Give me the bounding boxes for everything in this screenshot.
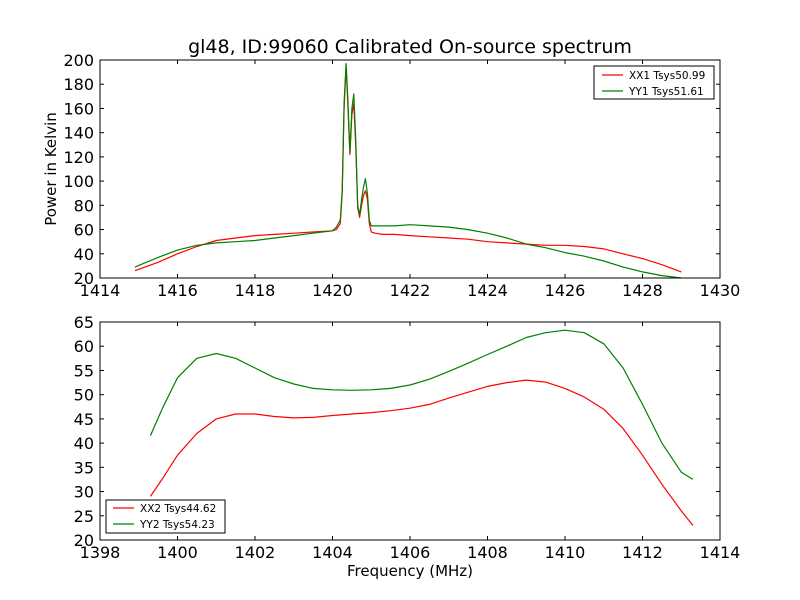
chart-top-title: gl48, ID:99060 Calibrated On-source spec… (188, 36, 632, 58)
bottom-y-tick-label: 40 (74, 434, 94, 453)
bottom-x-tick-label: 1410 (545, 543, 586, 562)
bottom-x-tick-label: 1406 (390, 543, 431, 562)
bottom-y-tick-label: 45 (74, 410, 94, 429)
top-y-tick-label: 200 (63, 51, 94, 70)
top-x-tick-label: 1426 (545, 281, 586, 300)
top-y-tick-label: 160 (63, 99, 94, 118)
bottom-y-tick-label: 25 (74, 507, 94, 526)
legend-label-xx1: XX1 Tsys50.99 (629, 70, 705, 82)
bottom-y-tick-label: 65 (74, 313, 94, 332)
top-x-tick-label: 1428 (622, 281, 663, 300)
legend-box (593, 65, 715, 100)
top-y-tick-label: 20 (74, 269, 94, 288)
top-x-tick-label: 1416 (157, 281, 198, 300)
top-y-tick-label: 40 (74, 245, 94, 264)
bottom-series-line-2 (149, 329, 694, 480)
chart-bottom-xlabel: Frequency (MHz) (347, 562, 473, 580)
top-x-tick-label: 1430 (700, 281, 741, 300)
chart-top: gl48, ID:99060 Calibrated On-source spec… (42, 36, 740, 300)
bottom-y-tick-label: 30 (74, 483, 94, 502)
top-series-line-2 (134, 62, 682, 279)
legend-box (105, 499, 226, 534)
bottom-x-tick-label: 1408 (467, 543, 508, 562)
bottom-x-tick-label: 1412 (622, 543, 663, 562)
legend-label-yy2: YY2 Tsys54.23 (139, 519, 215, 531)
top-series-line-1 (134, 65, 682, 273)
legend-label-yy1: YY1 Tsys51.61 (628, 86, 704, 98)
chart-top-legend: XX1 Tsys50.99 YY1 Tsys51.61 (593, 65, 715, 100)
top-y-tick-label: 60 (74, 221, 94, 240)
top-y-tick-label: 140 (63, 124, 94, 143)
bottom-x-tick-label: 1400 (157, 543, 198, 562)
chart-top-plot-area: 1414 1416 1418 1420 1422 1424 1426 1428 1430 20 40… (63, 51, 740, 300)
top-y-tick-label: 100 (63, 172, 94, 191)
bottom-y-tick-label: 50 (74, 386, 94, 405)
bottom-y-tick-label: 60 (74, 337, 94, 356)
bottom-x-tick-label: 1414 (700, 543, 741, 562)
bottom-x-tick-label: 1398 (80, 543, 121, 562)
top-y-tick-label: 120 (63, 148, 94, 167)
top-y-tick-label: 80 (74, 196, 94, 215)
top-x-tick-label: 1424 (467, 281, 508, 300)
bottom-y-tick-label: 55 (74, 361, 94, 380)
chart-bottom-plot-area: 1398 1400 1402 1404 1406 1408 1410 1412 1414 20 25… (74, 313, 741, 562)
bottom-y-tick-label: 20 (74, 531, 94, 550)
top-x-tick-label: 1420 (312, 281, 353, 300)
bottom-x-tick-label: 1402 (235, 543, 276, 562)
top-x-tick-label: 1414 (80, 281, 121, 300)
top-x-tick-label: 1422 (390, 281, 431, 300)
top-x-tick-label: 1418 (235, 281, 276, 300)
top-y-tick-label: 180 (63, 75, 94, 94)
chart-bottom: Frequency (MHz) 1398 1400 1402 1404 1406 1408… (74, 313, 741, 580)
bottom-x-tick-label: 1404 (312, 543, 353, 562)
bottom-series-line-1 (149, 379, 694, 526)
chart-top-ylabel: Power in Kelvin (42, 112, 60, 226)
bottom-y-tick-label: 35 (74, 458, 94, 477)
legend-label-xx2: XX2 Tsys44.62 (140, 503, 216, 515)
chart-bottom-legend: XX2 Tsys44.62 YY2 Tsys54.23 (105, 499, 226, 534)
